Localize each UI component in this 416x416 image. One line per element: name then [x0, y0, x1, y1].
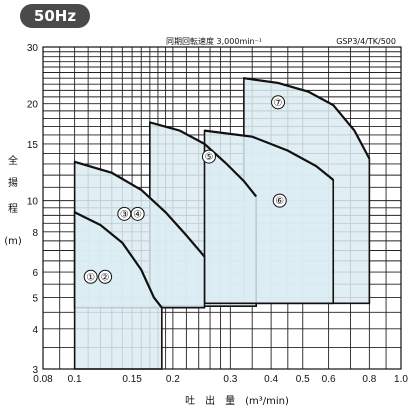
hz-badge-bg [20, 4, 90, 28]
performance-curves [74, 77, 371, 309]
marker: ③ [117, 206, 132, 221]
y-label-char: 程 [8, 203, 18, 215]
x-tick-label: 0.15 [122, 374, 142, 385]
chart-header: 同期回転速度 3,000min⁻¹ GSP3/4/TK/500 [166, 36, 396, 46]
marker: ① [83, 269, 98, 284]
x-tick-label: 0.1 [68, 374, 82, 385]
marker-label: ⑤ [204, 152, 213, 163]
plot-frame [42, 46, 402, 370]
marker-label: ④ [133, 209, 142, 220]
x-tick-label: 0.3 [223, 374, 237, 385]
x-axis-label: 吐 出 量 (m³/min) [185, 394, 289, 407]
y-tick-label: 4 [32, 325, 38, 336]
x-tick-label: 0.2 [166, 374, 180, 385]
marker-circle [272, 193, 287, 208]
y-label-char: 揚 [8, 176, 18, 189]
curve-5 [243, 77, 371, 160]
curve-1 [74, 211, 163, 309]
curve-2 [74, 160, 206, 258]
marker: ⑥ [272, 193, 287, 208]
marker: ⑤ [201, 149, 216, 164]
marker-label: ② [101, 272, 110, 283]
y-tick-label: 3 [32, 365, 38, 376]
marker: ② [98, 269, 113, 284]
y-tick-label: 10 [27, 197, 39, 208]
y-tick-label: 6 [32, 268, 38, 279]
marker-label: ③ [120, 209, 129, 220]
x-tick-label: 0.8 [362, 374, 376, 385]
curve-4 [204, 129, 334, 181]
marker-label: ⑥ [275, 196, 284, 207]
y-label-char: (m) [4, 236, 22, 247]
y-tick-label: 5 [32, 294, 38, 305]
marker-circle [98, 269, 113, 284]
x-axis-ticks: 0.08 0.1 0.15 0.2 0.3 0.4 0.5 0.6 0.8 1.0 [33, 374, 408, 385]
speed-label: 同期回転速度 3,000min⁻¹ [166, 36, 262, 46]
y-axis-label: 全揚程 (m) [4, 154, 22, 247]
y-label-char: 全 [8, 154, 18, 167]
marker-circle [130, 206, 145, 221]
hz-badge: 50Hz [20, 4, 90, 28]
model-label: GSP3/4/TK/500 [336, 37, 396, 46]
y-tick-label: 15 [27, 140, 39, 151]
model-markers: ① ② ③ ④ ⑤ ⑥ ⑦ [83, 95, 287, 284]
x-tick-label: 0.5 [296, 374, 310, 385]
marker-label: ⑦ [274, 98, 283, 109]
x-tick-label: 0.6 [322, 374, 336, 385]
marker: ④ [130, 206, 145, 221]
x-tick-label: 1.0 [394, 374, 408, 385]
marker-circle [83, 269, 98, 284]
hz-badge-text: 50Hz [34, 7, 76, 25]
x-tick-label: 0.08 [33, 374, 53, 385]
y-tick-label: 8 [32, 228, 38, 239]
y-tick-label: 30 [27, 43, 39, 54]
y-tick-label: 20 [27, 100, 39, 111]
x-tick-label: 0.4 [264, 374, 278, 385]
marker-circle [201, 149, 216, 164]
marker-label: ① [86, 272, 95, 283]
operating-regions [73, 77, 371, 370]
y-axis-ticks: 3 4 5 6 8 10 15 20 30 [27, 43, 39, 376]
marker-circle [271, 95, 286, 110]
marker: ⑦ [271, 95, 286, 110]
